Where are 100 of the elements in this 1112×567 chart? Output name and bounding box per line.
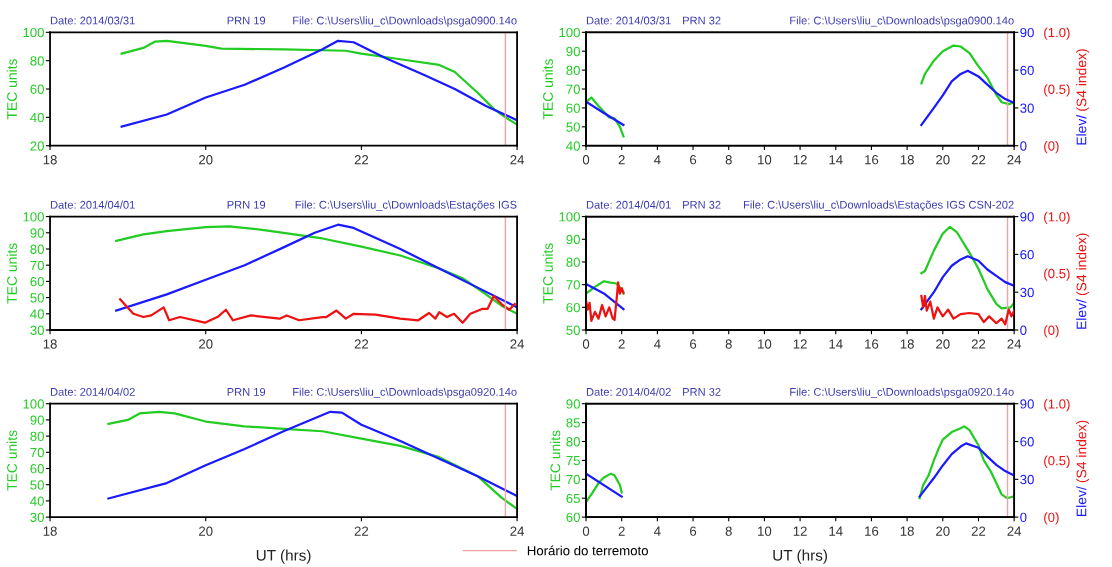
y-tick-label: 60	[30, 276, 44, 287]
y-tick-label: 50	[566, 122, 580, 132]
y-tick-label: 100	[23, 27, 44, 38]
y2-tick-label: 60	[1020, 249, 1034, 260]
x-tick-label: 22	[354, 155, 369, 165]
x-tick-label: 16	[865, 155, 879, 165]
x-tick-label: 0	[582, 155, 590, 165]
y-tick-label: 60	[566, 302, 580, 313]
x-tick-label: 18	[43, 339, 57, 349]
x-tick-label: 16	[865, 526, 879, 536]
text: PRN 19	[227, 16, 266, 25]
legend-label: Horário do terremoto	[527, 545, 648, 556]
x-tick-label: 22	[354, 339, 369, 349]
y-tick-label: 60	[566, 512, 580, 523]
x-tick-label: 22	[971, 526, 986, 536]
y-tick-label: 50	[30, 293, 44, 303]
y-tick-label: 70	[566, 474, 580, 485]
x-tick-label: 8	[725, 339, 732, 349]
x-tick-label: 14	[829, 155, 843, 165]
x-tick-label: 8	[725, 526, 732, 536]
y3-axis-title: (S4 index)	[1076, 49, 1090, 111]
y-axis-title: TEC units	[542, 243, 553, 304]
y-tick-label: 40	[30, 496, 44, 506]
y-tick-label: 70	[566, 84, 580, 94]
x-tick-label: 22	[971, 155, 986, 165]
y2-axis-title: Elev/	[1076, 299, 1087, 329]
y-tick-label: 75	[566, 456, 580, 466]
x-tick-label: 6	[690, 155, 697, 165]
y-tick-label: 60	[566, 103, 580, 113]
y2-tick-label: 0	[1020, 325, 1027, 335]
y-tick-label: 20	[30, 141, 44, 151]
x-tick-label: 24	[1007, 339, 1022, 349]
text: PRN 19	[227, 387, 266, 396]
y-tick-label: 90	[566, 399, 580, 409]
x-axis-title: UT (hrs)	[256, 549, 311, 564]
y-tick-label: 85	[566, 418, 580, 428]
y-axis-title: TEC units	[6, 430, 17, 491]
x-axis-title: UT (hrs)	[773, 549, 828, 564]
y-tick-label: 90	[566, 234, 580, 245]
y-tick-label: 30	[30, 325, 44, 335]
x-tick-label: 10	[758, 526, 772, 536]
x-tick-label: 2	[618, 155, 625, 165]
x-tick-label: 24	[1007, 155, 1022, 165]
x-tick-label: 4	[654, 526, 661, 536]
y-tick-label: 100	[23, 399, 44, 409]
x-tick-label: 12	[793, 155, 807, 165]
x-tick-label: 20	[936, 155, 950, 165]
x-tick-label: 22	[971, 339, 986, 349]
y-tick-label: 100	[23, 212, 44, 222]
x-tick-label: 14	[829, 339, 843, 349]
x-tick-label: 10	[758, 155, 772, 165]
x-tick-label: 6	[690, 339, 697, 349]
y3-axis-title: (S4 index)	[1076, 233, 1090, 296]
x-tick-label: 24	[1007, 526, 1022, 536]
y-tick-label: 80	[30, 56, 44, 66]
text: Date: 2014/03/31	[50, 16, 135, 25]
y-tick-label: 100	[559, 212, 580, 222]
text: File: C:\Users\liu_c\Downloads\psga0900.14o	[293, 16, 517, 27]
x-tick-label: 14	[829, 526, 843, 536]
y-tick-label: 60	[30, 84, 44, 94]
x-tick-label: 2	[618, 526, 625, 536]
text: File: C:\Users\liu_c\Downloads\psga0920.14o	[293, 387, 517, 399]
x-tick-label: 20	[936, 526, 950, 536]
y3-tick-label: (1.0)	[1044, 27, 1070, 40]
x-tick-label: 0	[582, 339, 590, 349]
text: Date: 2014/03/31	[586, 16, 671, 25]
y-axis-title: TEC units	[550, 430, 561, 491]
text: File: C:\Users\liu_c\Downloads\psga0900.14o	[790, 16, 1014, 27]
y2-tick-label: 30	[1020, 103, 1034, 113]
x-tick-label: 18	[43, 155, 57, 165]
y-tick-label: 80	[566, 65, 580, 76]
y-tick-label: 70	[566, 280, 580, 290]
y-tick-label: 70	[30, 260, 44, 271]
text: PRN 32	[683, 16, 721, 25]
text: Date: 2014/04/02	[50, 387, 135, 396]
y3-tick-label: (1.0)	[1044, 398, 1070, 412]
y2-axis-title: Elev/	[1076, 114, 1087, 145]
x-tick-label: 18	[43, 526, 57, 536]
y2-tick-label: 90	[1020, 399, 1034, 409]
x-tick-label: 24	[510, 339, 525, 349]
y-tick-label: 100	[559, 27, 580, 38]
x-tick-label: 24	[510, 526, 525, 536]
y2-axis-title: Elev/	[1076, 486, 1087, 516]
x-tick-label: 20	[199, 339, 213, 349]
y-tick-label: 40	[30, 112, 44, 123]
y-axis-title: TEC units	[6, 59, 17, 120]
x-tick-label: 8	[725, 155, 732, 165]
text: Date: 2014/04/01	[50, 200, 135, 209]
x-tick-label: 20	[199, 526, 213, 536]
y2-tick-label: 90	[1020, 27, 1034, 38]
y-tick-label: 90	[30, 228, 44, 238]
text: PRN 32	[683, 387, 721, 396]
text: PRN 32	[683, 200, 721, 209]
y-tick-label: 65	[566, 493, 580, 504]
y2-tick-label: 90	[1020, 212, 1034, 222]
x-tick-label: 10	[758, 339, 772, 349]
x-tick-label: 4	[654, 155, 661, 165]
text: File: C:\Users\liu_c\Downloads\Estações IGS	[295, 200, 517, 211]
y2-tick-label: 60	[1020, 437, 1034, 447]
x-tick-label: 20	[199, 155, 213, 165]
